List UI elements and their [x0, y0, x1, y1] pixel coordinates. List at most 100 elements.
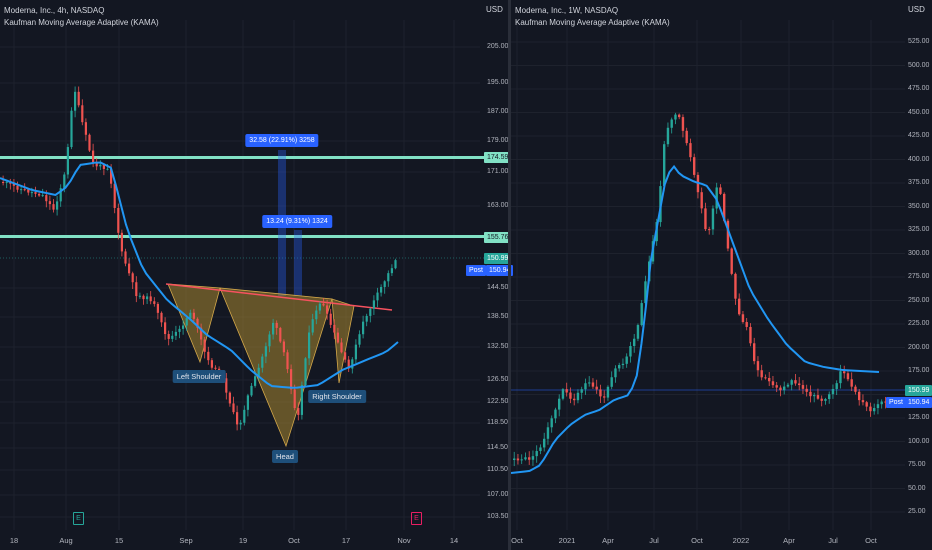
candle — [20, 189, 23, 191]
candle — [380, 286, 383, 293]
price-tick: 125.00 — [908, 414, 930, 421]
candle — [77, 91, 80, 106]
candle — [383, 281, 386, 287]
price-tick: 350.00 — [908, 202, 930, 210]
resistance-line-lower — [0, 235, 484, 238]
price-tick: 375.00 — [908, 179, 930, 186]
candle — [678, 114, 681, 118]
candle — [200, 327, 203, 340]
chart-legend: Moderna, Inc., 1W, NASDAQ Kaufman Moving… — [515, 5, 670, 29]
price-tick: 126.50 — [487, 376, 509, 383]
candle — [775, 385, 778, 388]
candle — [59, 188, 62, 202]
price-tick: 144.50 — [487, 284, 509, 291]
time-tick: 2021 — [558, 536, 576, 545]
label-right-shoulder[interactable]: Right Shoulder — [308, 390, 366, 403]
candle — [756, 361, 760, 371]
symbol-legend[interactable]: Moderna, Inc., 1W, NASDAQ — [515, 6, 619, 15]
candle — [102, 164, 105, 169]
neckline — [165, 283, 393, 311]
candle — [63, 174, 66, 189]
post-market-price: 150.94 — [905, 397, 932, 408]
indicator-legend[interactable]: Kaufman Moving Average Adaptive (KAMA) — [515, 18, 670, 27]
candle — [372, 300, 375, 309]
price-tick: 400.00 — [908, 155, 930, 163]
candle — [741, 314, 745, 323]
candle — [516, 458, 520, 461]
candle — [816, 395, 820, 399]
candle — [376, 292, 379, 301]
candle — [858, 391, 861, 401]
candle — [167, 334, 170, 339]
candle — [711, 208, 715, 230]
candle — [153, 301, 156, 304]
price-tick: 275.00 — [908, 273, 930, 280]
measure-label-upper[interactable]: 32.58 (22.91%) 3258 — [245, 134, 319, 147]
candle — [618, 365, 621, 369]
candle — [693, 157, 696, 175]
symbol-legend[interactable]: Moderna, Inc., 4h, NASDAQ — [4, 6, 105, 15]
candle — [603, 396, 606, 398]
candle — [554, 409, 557, 419]
candle — [30, 192, 33, 194]
time-tick: Oct — [288, 536, 300, 545]
candle — [394, 260, 397, 269]
chart-canvas-4h[interactable] — [0, 0, 508, 550]
candle — [128, 263, 131, 274]
price-tick: 205.00 — [487, 43, 509, 50]
candle — [207, 351, 210, 361]
candle — [27, 189, 30, 193]
measure-label-lower[interactable]: 13.24 (9.31%) 1324 — [262, 215, 332, 228]
candle — [142, 295, 145, 300]
right-shoulder-area — [331, 298, 355, 384]
candle — [113, 183, 116, 208]
candle — [282, 341, 285, 353]
earnings-icon[interactable]: E — [411, 512, 422, 525]
chart-canvas-1w[interactable] — [511, 0, 932, 550]
candle — [12, 183, 15, 186]
candle — [38, 193, 41, 196]
candle — [246, 395, 249, 410]
price-tick: 525.00 — [908, 38, 930, 45]
candle — [794, 380, 797, 384]
candle — [84, 122, 87, 135]
candle — [131, 273, 134, 283]
candle — [138, 295, 141, 297]
time-tick: 14 — [449, 536, 459, 545]
chart-pane-4h[interactable]: Moderna, Inc., 4h, NASDAQ Kaufman Moving… — [0, 0, 514, 550]
label-head[interactable]: Head — [272, 450, 298, 463]
candle — [610, 377, 613, 387]
earnings-icon[interactable]: E — [73, 512, 84, 525]
candle — [106, 168, 109, 170]
candle — [387, 273, 390, 282]
price-tick: 163.00 — [487, 202, 509, 209]
candle — [196, 318, 199, 328]
candle — [828, 394, 831, 400]
candle — [801, 385, 805, 389]
price-tick: 475.00 — [908, 85, 930, 92]
candle — [873, 408, 876, 412]
candle — [110, 168, 113, 184]
candle — [5, 181, 8, 183]
time-tick: Oct — [691, 536, 703, 545]
candle — [790, 380, 793, 385]
candle — [558, 398, 561, 410]
candle — [34, 192, 37, 194]
chart-pane-1w[interactable]: Moderna, Inc., 1W, NASDAQ Kaufman Moving… — [511, 0, 932, 550]
candle — [70, 110, 73, 148]
candle — [723, 193, 726, 221]
candle — [783, 386, 786, 391]
pane-divider[interactable] — [508, 0, 511, 550]
label-left-shoulder[interactable]: Left Shoulder — [172, 370, 226, 383]
candle — [344, 352, 347, 360]
candle — [124, 251, 127, 264]
time-tick: Jul — [649, 536, 659, 545]
candle — [225, 378, 228, 393]
candle — [336, 332, 339, 343]
candle — [45, 195, 48, 202]
candle — [322, 303, 325, 306]
candle — [809, 391, 812, 397]
indicator-legend[interactable]: Kaufman Moving Average Adaptive (KAMA) — [4, 18, 159, 27]
candle — [239, 422, 242, 425]
candle — [304, 358, 307, 386]
